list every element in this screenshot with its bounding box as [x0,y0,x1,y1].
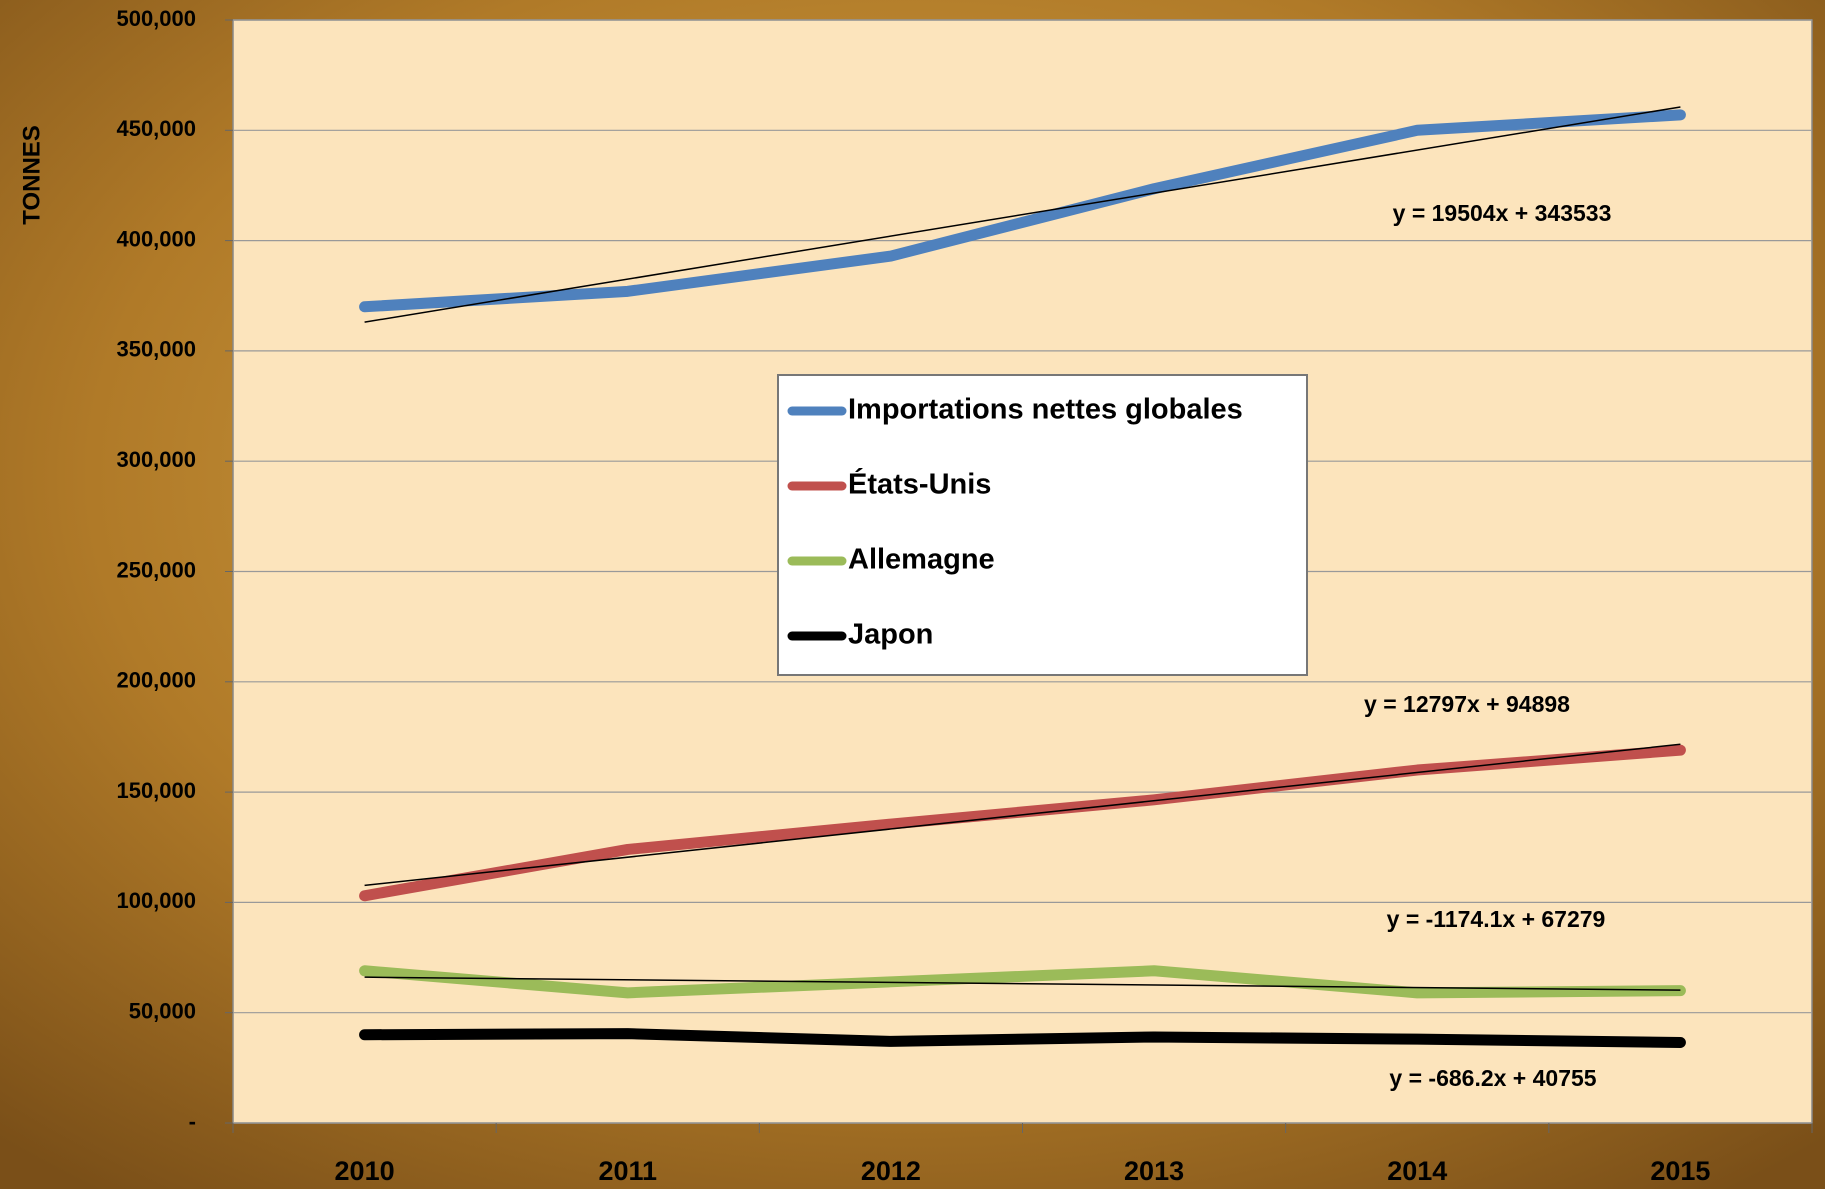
y-tick-label: 50,000 [129,999,196,1024]
legend: Importations nettes globales États-Unis Al… [777,374,1308,676]
trendline-label: y = -686.2x + 40755 [1389,1065,1596,1091]
series-line [359,965,1686,999]
y-tick-label: 500,000 [116,6,196,31]
legend-box [777,374,1308,676]
trendline [364,1033,1681,1043]
trendline [364,743,1681,887]
y-tick-label: 300,000 [116,447,196,472]
y-tick-label: 200,000 [116,668,196,693]
x-tick-label: 2012 [861,1156,921,1186]
series-line [359,1028,1686,1048]
trendline [364,106,1681,323]
x-tick-label: 2014 [1387,1156,1447,1186]
series-line [359,109,1686,313]
series-line [359,744,1686,902]
y-tick-label: 350,000 [116,337,196,362]
trendline-label: y = 12797x + 94898 [1364,691,1570,717]
x-tick-label: 2010 [335,1156,395,1186]
y-axis-title: TONNES [18,125,45,225]
x-tick-label: 2011 [598,1156,657,1186]
legend-label: Allemagne [848,544,995,576]
x-tick-label: 2015 [1650,1156,1710,1186]
trendline [364,976,1681,991]
y-tick-label: 100,000 [116,888,196,913]
y-tick-label: 450,000 [116,116,196,141]
y-tick-label: - [189,1109,196,1134]
trendline-label: y = -1174.1x + 67279 [1387,906,1606,932]
legend-label: Importations nettes globales [848,394,1243,426]
legend-label: Japon [848,619,933,651]
trendline-label: y = 19504x + 343533 [1393,200,1612,226]
y-tick-label: 250,000 [116,557,196,582]
y-tick-label: 150,000 [116,778,196,803]
legend-label: États-Unis [848,467,991,501]
y-tick-label: 400,000 [116,226,196,251]
x-tick-label: 2013 [1124,1156,1184,1186]
